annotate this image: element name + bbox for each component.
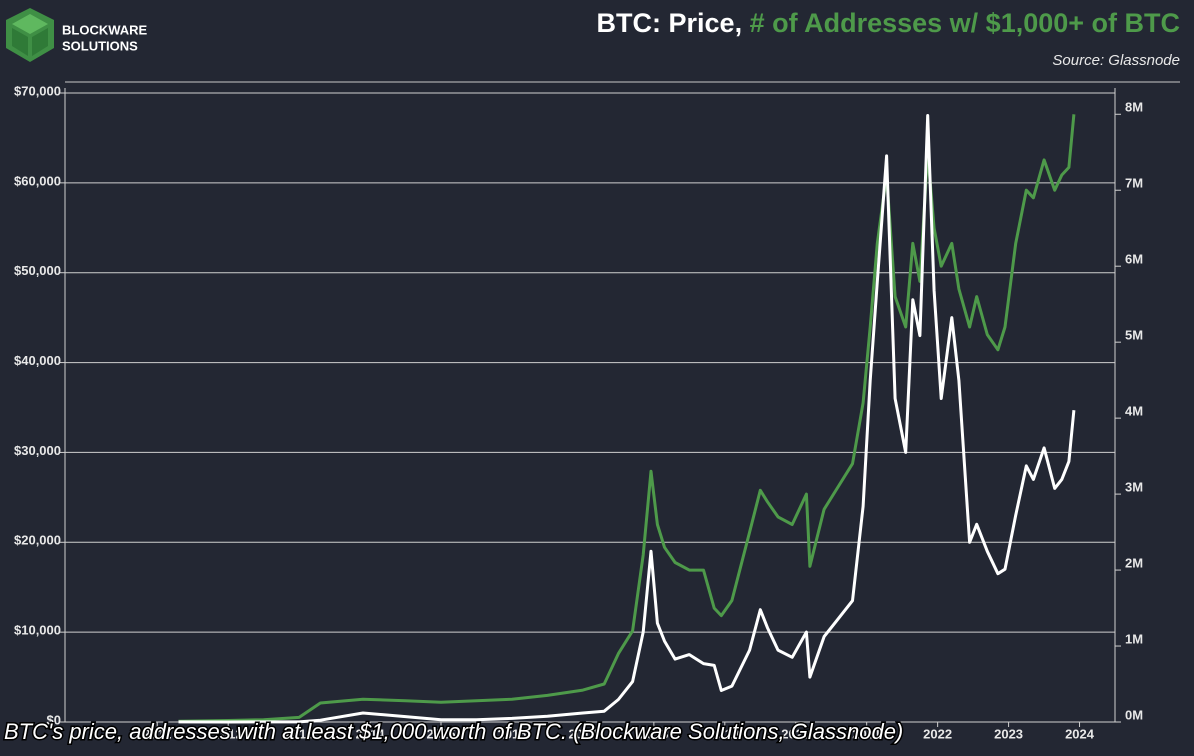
y-tick-label: $50,000 [14,263,61,278]
series-line [178,114,1076,723]
title-part: BTC: Price, [597,8,743,38]
series-line [178,114,1076,724]
x-tick-label: 2021 [852,726,881,741]
x-tick-label: 2013 [285,726,314,741]
plot: $0 $10,000 $20,000 $30,000 $40,000 $50,000 $60… [14,83,1143,741]
y-tick-label: $70,000 [14,83,61,98]
y2-tick-label: 5M [1125,328,1143,343]
source: Source: Glassnode [1052,52,1180,69]
y-tick-label: $20,000 [14,533,61,548]
y2-tick-label: 7M [1125,176,1143,191]
x-tick-label: 2024 [1065,726,1095,741]
caption: BTC's price, addresses with at least $1,… [4,719,903,744]
x-tick-label: 2018 [639,726,668,741]
y-tick-label: $60,000 [14,173,61,188]
y-tick-label: $30,000 [14,443,61,458]
y2-tick-label: 0M [1125,707,1143,722]
y-tick-label: $40,000 [14,353,61,368]
x-tick-label: 2016 [497,726,526,741]
y2-tick-label: 2M [1125,556,1143,571]
brand: BLOCKWARE [62,22,148,37]
title-part: # of Addresses w/ $1,000+ of BTC [750,8,1180,38]
y2-tick-label: 6M [1125,252,1143,267]
x-tick-label: 2020 [781,726,810,741]
y2-tick-label: 1M [1125,631,1143,646]
logo [6,8,54,62]
y2-tick-label: 8M [1125,100,1143,115]
y-tick-label: $10,000 [14,623,61,638]
x-tick-label: 2017 [568,726,597,741]
y2-tick-label: 3M [1125,480,1143,495]
x-tick-label: 2019 [710,726,739,741]
brand: SOLUTIONS [62,38,138,53]
x-tick-label: 2023 [994,726,1023,741]
chart-title: BTC: Price, # of Addresses w/ $1,000+ of… [597,8,1180,38]
x-tick-label: 2012 [214,726,243,741]
x-tick-label: 2014 [356,726,386,741]
y-tick-label: $0 [47,712,61,727]
y2-tick-label: 4M [1125,404,1143,419]
x-tick-label: 2011 [143,726,171,741]
x-tick-label: 2015 [427,726,456,741]
x-tick-label: 2022 [923,726,952,741]
